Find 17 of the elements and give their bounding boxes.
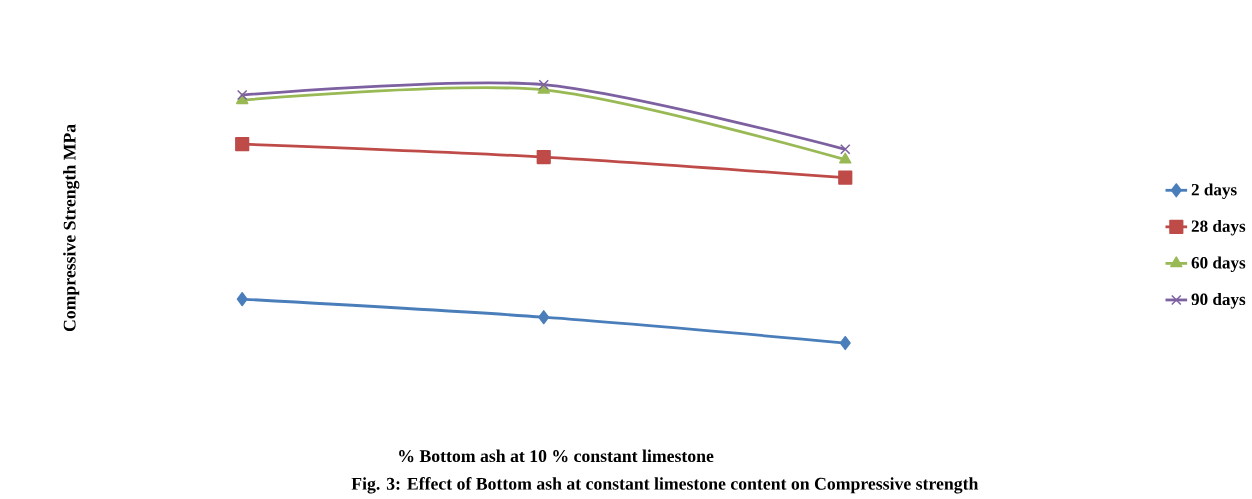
point (236, 90, 248, 101)
point (839, 336, 851, 351)
point (236, 292, 248, 307)
text: % Bottom ash at 10 % constant limestone (399, 449, 714, 463)
point (536, 150, 551, 165)
legend-label: 60 days (1191, 256, 1246, 273)
point (538, 310, 550, 325)
point (839, 152, 852, 164)
legend-label: 2 days (1191, 183, 1237, 200)
point (235, 137, 250, 152)
point (838, 170, 853, 185)
caption: Fig. 3: Effect of Bottom ash at constant limestone content on Compressive strength (351, 477, 979, 494)
point (538, 79, 549, 91)
y-axis-title: Compressive Strength MPa (63, 124, 80, 332)
legend-label: 28 days (1191, 220, 1246, 236)
legend-label: 90 days (1191, 293, 1246, 309)
point (840, 144, 851, 155)
